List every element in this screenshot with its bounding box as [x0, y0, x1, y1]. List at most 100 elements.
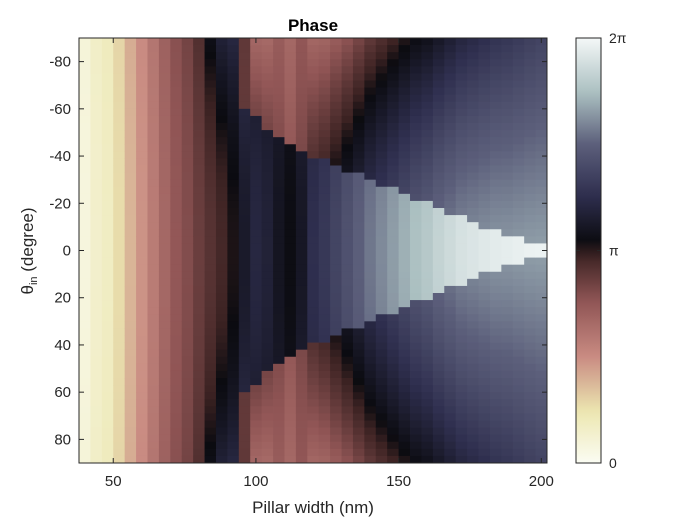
heatmap-cell	[170, 144, 183, 152]
heatmap-cell	[410, 250, 422, 258]
heatmap-cell	[227, 123, 240, 131]
heatmap-cell	[79, 257, 91, 266]
heatmap-cell	[455, 59, 468, 67]
heatmap-cell	[273, 285, 285, 294]
heatmap-cell	[307, 222, 320, 230]
heatmap-cell	[79, 158, 91, 166]
heatmap-cell	[295, 108, 308, 117]
heatmap-cell	[295, 250, 308, 258]
heatmap-cell	[113, 406, 126, 414]
heatmap-cell	[501, 186, 514, 195]
heatmap-cell	[341, 215, 354, 223]
heatmap-cell	[90, 66, 103, 74]
heatmap-cell	[79, 293, 91, 301]
heatmap-cell	[147, 38, 160, 46]
heatmap-cell	[250, 335, 263, 343]
heatmap-cell	[535, 321, 548, 329]
heatmap-cell	[158, 448, 171, 457]
heatmap-cell	[398, 285, 411, 294]
heatmap-cell	[512, 441, 525, 450]
heatmap-cell	[227, 38, 240, 46]
heatmap-cell	[341, 108, 354, 117]
heatmap-cell	[90, 385, 103, 393]
heatmap-cell	[410, 257, 422, 266]
heatmap-cell	[295, 413, 308, 421]
heatmap-cell	[136, 108, 148, 117]
heatmap-cell	[295, 300, 308, 308]
colorbar-tick-label: 0	[609, 455, 617, 471]
heatmap-cell	[489, 321, 502, 329]
heatmap-cell	[113, 314, 126, 322]
heatmap-cell	[215, 307, 228, 315]
heatmap-cell	[193, 413, 205, 421]
heatmap-cell	[79, 455, 91, 464]
heatmap-cell	[432, 278, 445, 287]
heatmap-cell	[136, 151, 148, 159]
heatmap-cell	[501, 441, 514, 450]
heatmap-cell	[181, 420, 194, 428]
heatmap-cell	[158, 392, 171, 400]
heatmap-cell	[524, 66, 536, 74]
heatmap-cell	[398, 193, 411, 202]
heatmap-cell	[204, 108, 217, 117]
heatmap-cell	[318, 349, 331, 358]
heatmap-cell	[113, 399, 126, 407]
heatmap-cell	[398, 278, 411, 287]
heatmap-cell	[478, 215, 491, 223]
heatmap-cell	[124, 186, 137, 195]
heatmap-cell	[535, 257, 548, 266]
heatmap-cell	[421, 434, 434, 443]
heatmap-cell	[181, 370, 194, 379]
heatmap-cell	[524, 427, 536, 436]
heatmap-cell	[204, 293, 217, 301]
heatmap-cell	[307, 130, 320, 138]
heatmap-cell	[375, 80, 388, 88]
heatmap-cell	[273, 87, 285, 96]
heatmap-cell	[261, 59, 274, 67]
heatmap-cell	[375, 59, 388, 67]
heatmap-cell	[307, 66, 320, 74]
heatmap-cell	[330, 314, 342, 322]
heatmap-cell	[364, 342, 377, 351]
heatmap-cell	[101, 193, 114, 202]
heatmap-cell	[136, 165, 148, 173]
heatmap-cell	[238, 441, 251, 450]
heatmap-cell	[364, 172, 377, 181]
heatmap-cell	[318, 335, 331, 343]
heatmap-cell	[398, 314, 411, 322]
heatmap-cell	[261, 392, 274, 400]
heatmap-cell	[410, 285, 422, 294]
heatmap-cell	[421, 215, 434, 223]
heatmap-cell	[238, 335, 251, 343]
heatmap-cell	[136, 59, 148, 67]
heatmap-cell	[444, 420, 457, 428]
heatmap-cell	[410, 73, 422, 81]
heatmap-cell	[432, 165, 445, 173]
heatmap-cell	[467, 370, 479, 379]
heatmap-cell	[227, 257, 240, 266]
heatmap-cell	[455, 314, 468, 322]
heatmap-cell	[261, 186, 274, 195]
heatmap-cell	[375, 108, 388, 117]
heatmap-cell	[444, 101, 457, 110]
heatmap-cell	[410, 300, 422, 308]
heatmap-cell	[410, 293, 422, 301]
heatmap-cell	[501, 342, 514, 351]
heatmap-cell	[444, 314, 457, 322]
heatmap-cell	[124, 335, 137, 343]
heatmap-cell	[352, 271, 365, 280]
heatmap-cell	[501, 448, 514, 457]
heatmap-cell	[204, 59, 217, 67]
heatmap-cell	[478, 321, 491, 329]
heatmap-cell	[444, 349, 457, 358]
heatmap-cell	[193, 264, 205, 273]
heatmap-cell	[478, 172, 491, 181]
heatmap-cell	[250, 215, 263, 223]
heatmap-cell	[136, 264, 148, 273]
heatmap-cell	[524, 271, 536, 280]
heatmap-cell	[113, 300, 126, 308]
heatmap-cell	[170, 130, 183, 138]
heatmap-cell	[204, 363, 217, 372]
heatmap-cell	[90, 80, 103, 88]
heatmap-cell	[250, 328, 263, 336]
